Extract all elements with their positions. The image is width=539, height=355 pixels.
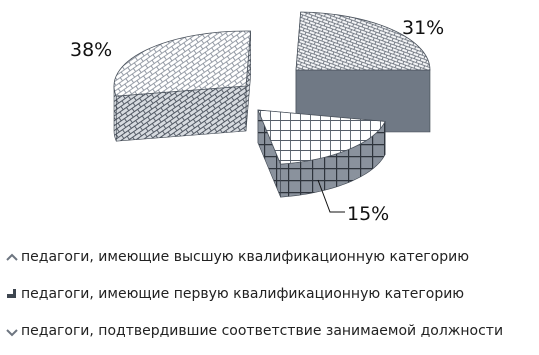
pie-slice	[257, 109, 386, 198]
pie-slice-label: 31%	[402, 17, 444, 39]
pie-slice-top	[113, 30, 252, 97]
legend-item: педагоги, имеющие первую квалификационну…	[6, 281, 536, 307]
legend-label: педагоги, имеющие высшую квалификационну…	[21, 249, 469, 265]
pie-slice	[113, 30, 252, 142]
pie-slice-label: 15%	[347, 203, 389, 225]
leader-line	[317, 179, 345, 213]
legend-marker-icon	[6, 329, 18, 337]
legend-item: педагоги, имеющие высшую квалификационну…	[6, 244, 536, 270]
pie-chart: 38% 31% 15%	[70, 11, 444, 225]
legend-item: педагоги, подтвердившие соответствие зан…	[6, 318, 536, 344]
legend-label: педагоги, подтвердившие соответствие зан…	[21, 323, 504, 339]
pie-slice-label: 38%	[70, 39, 112, 61]
legend: педагоги, имеющие высшую квалификационну…	[6, 244, 536, 355]
legend-label: педагоги, имеющие первую квалификационну…	[21, 286, 465, 302]
pie-slice-top	[257, 109, 386, 165]
legend-marker-icon	[6, 253, 18, 261]
legend-marker-icon	[7, 289, 16, 298]
pie-slice	[295, 11, 431, 133]
pie-slice-top	[295, 11, 431, 71]
